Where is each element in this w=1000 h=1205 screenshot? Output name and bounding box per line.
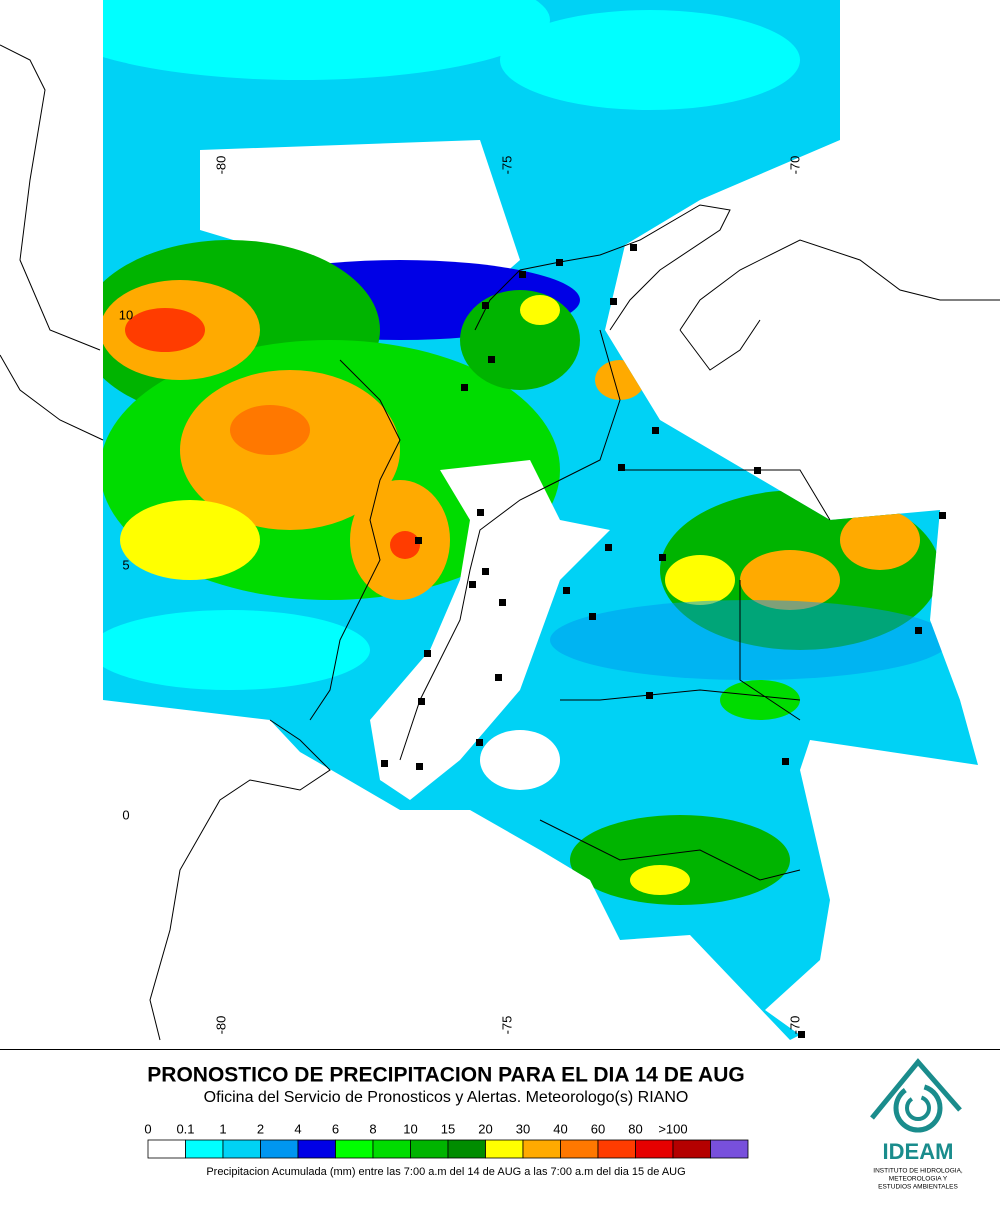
- legend-label: 60: [591, 1121, 605, 1136]
- coastlines: [0, 44, 1000, 1041]
- legend-swatch: [447, 1139, 486, 1159]
- legend-swatch: [297, 1139, 336, 1159]
- logo-line: ESTUDIOS AMBIENTALES: [878, 1184, 958, 1191]
- legend-swatch: [597, 1139, 636, 1159]
- title: PRONOSTICO DE PRECIPITACION PARA EL DIA …: [147, 1064, 744, 1087]
- legend-label: >100: [658, 1121, 687, 1136]
- lon-label: -75: [499, 156, 514, 175]
- logo-line: METEOROLOGIA Y: [889, 1176, 948, 1183]
- lon-label: -80: [213, 1016, 228, 1035]
- legend-swatch: [372, 1139, 411, 1159]
- legend-label: 40: [553, 1121, 567, 1136]
- legend: 0 0.1 1 2 4 6 8 10 15 20 30 40 60 80 >100: [144, 1121, 749, 1159]
- legend-swatch: [260, 1139, 299, 1159]
- legend-swatch: [222, 1139, 261, 1159]
- legend-label: 8: [369, 1121, 376, 1136]
- legend-swatch: [335, 1139, 374, 1159]
- logo: IDEAM INSTITUTO DE HIDROLOGIA, METEOROLO…: [870, 1058, 963, 1191]
- lat-label: 10: [119, 307, 133, 322]
- lat-label: 0: [122, 807, 129, 822]
- lon-label: -70: [787, 156, 802, 175]
- legend-label: 15: [441, 1121, 455, 1136]
- legend-label: 20: [478, 1121, 492, 1136]
- legend-swatch: [560, 1139, 599, 1159]
- subtitle: Oficina del Servicio de Pronosticos y Al…: [204, 1089, 689, 1106]
- logo-name: IDEAM: [883, 1139, 954, 1164]
- legend-swatch: [522, 1139, 561, 1159]
- graticule-labels: -80 -80 -75 -75 -70 -70 10 5 0: [119, 156, 803, 1035]
- legend-label: 4: [294, 1121, 301, 1136]
- legend-swatch: [410, 1139, 449, 1159]
- legend-swatch: [485, 1139, 524, 1159]
- legend-swatch: [147, 1139, 186, 1159]
- legend-swatch: [185, 1139, 224, 1159]
- legend-caption: Precipitacion Acumulada (mm) entre las 7…: [206, 1166, 685, 1178]
- legend-swatch: [672, 1139, 711, 1159]
- legend-label: 30: [516, 1121, 530, 1136]
- lat-label: 5: [122, 557, 129, 572]
- legend-swatch: [710, 1139, 749, 1159]
- lon-label: -75: [499, 1016, 514, 1035]
- legend-label: 0: [144, 1121, 151, 1136]
- legend-label: 6: [332, 1121, 339, 1136]
- legend-label: 10: [403, 1121, 417, 1136]
- legend-label: 2: [257, 1121, 264, 1136]
- lon-label: -70: [787, 1016, 802, 1035]
- legend-label: 0.1: [176, 1121, 194, 1136]
- legend-label: 80: [628, 1121, 642, 1136]
- logo-line: INSTITUTO DE HIDROLOGIA,: [873, 1168, 963, 1175]
- lon-label: -80: [213, 156, 228, 175]
- legend-swatch: [635, 1139, 674, 1159]
- legend-label: 1: [219, 1121, 226, 1136]
- stations: [381, 244, 946, 1038]
